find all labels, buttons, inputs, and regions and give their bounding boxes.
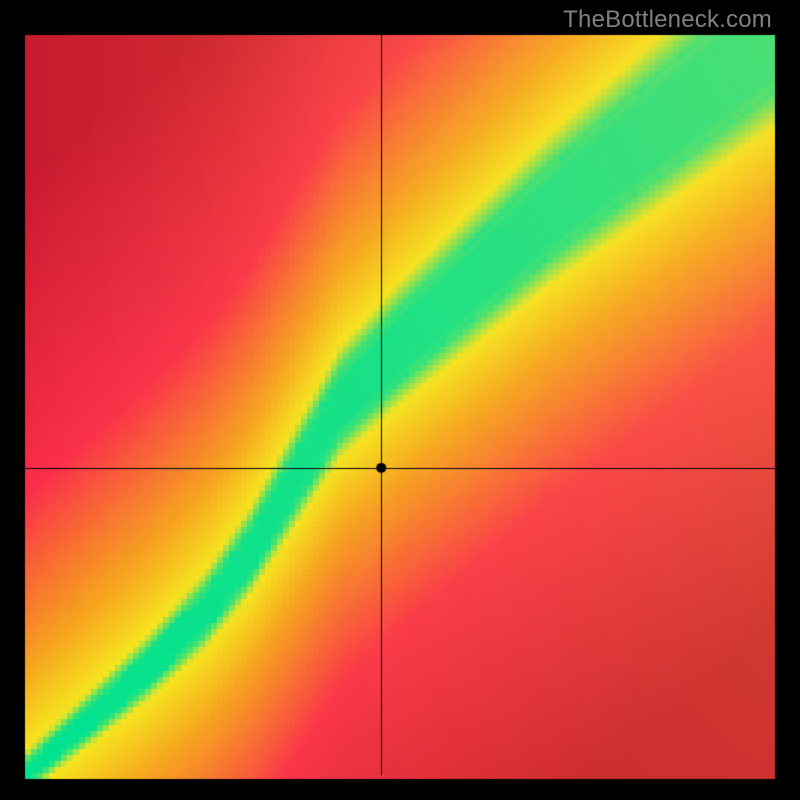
heatmap-canvas [0, 0, 800, 800]
chart-container: TheBottleneck.com [0, 0, 800, 800]
watermark-text: TheBottleneck.com [563, 6, 772, 34]
